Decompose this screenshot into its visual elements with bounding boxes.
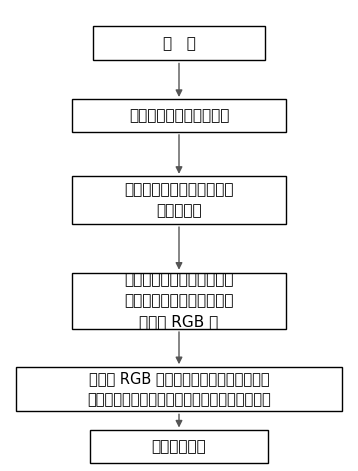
FancyBboxPatch shape <box>72 177 286 224</box>
Text: 系统采集含有耳标的照片: 系统采集含有耳标的照片 <box>129 108 229 123</box>
FancyBboxPatch shape <box>16 367 342 411</box>
Text: 将相对 RGB 值输入局部加权回归分析模型
获得反映温度与耳标变色区颜色之间的对应关系: 将相对 RGB 值输入局部加权回归分析模型 获得反映温度与耳标变色区颜色之间的对… <box>87 371 271 407</box>
Text: 在第一参照区、第二参照区
和变色区分别取点计算变色
区相对 RGB 值: 在第一参照区、第二参照区 和变色区分别取点计算变色 区相对 RGB 值 <box>124 273 234 330</box>
FancyBboxPatch shape <box>72 99 286 132</box>
FancyBboxPatch shape <box>72 273 286 329</box>
FancyBboxPatch shape <box>93 26 265 60</box>
Text: 开   始: 开 始 <box>163 36 195 51</box>
Text: 利用图像处理技术识别并拟
合耳标轮廓: 利用图像处理技术识别并拟 合耳标轮廓 <box>124 182 234 218</box>
FancyBboxPatch shape <box>90 430 268 463</box>
Text: 输出猪只温度: 输出猪只温度 <box>152 439 206 454</box>
